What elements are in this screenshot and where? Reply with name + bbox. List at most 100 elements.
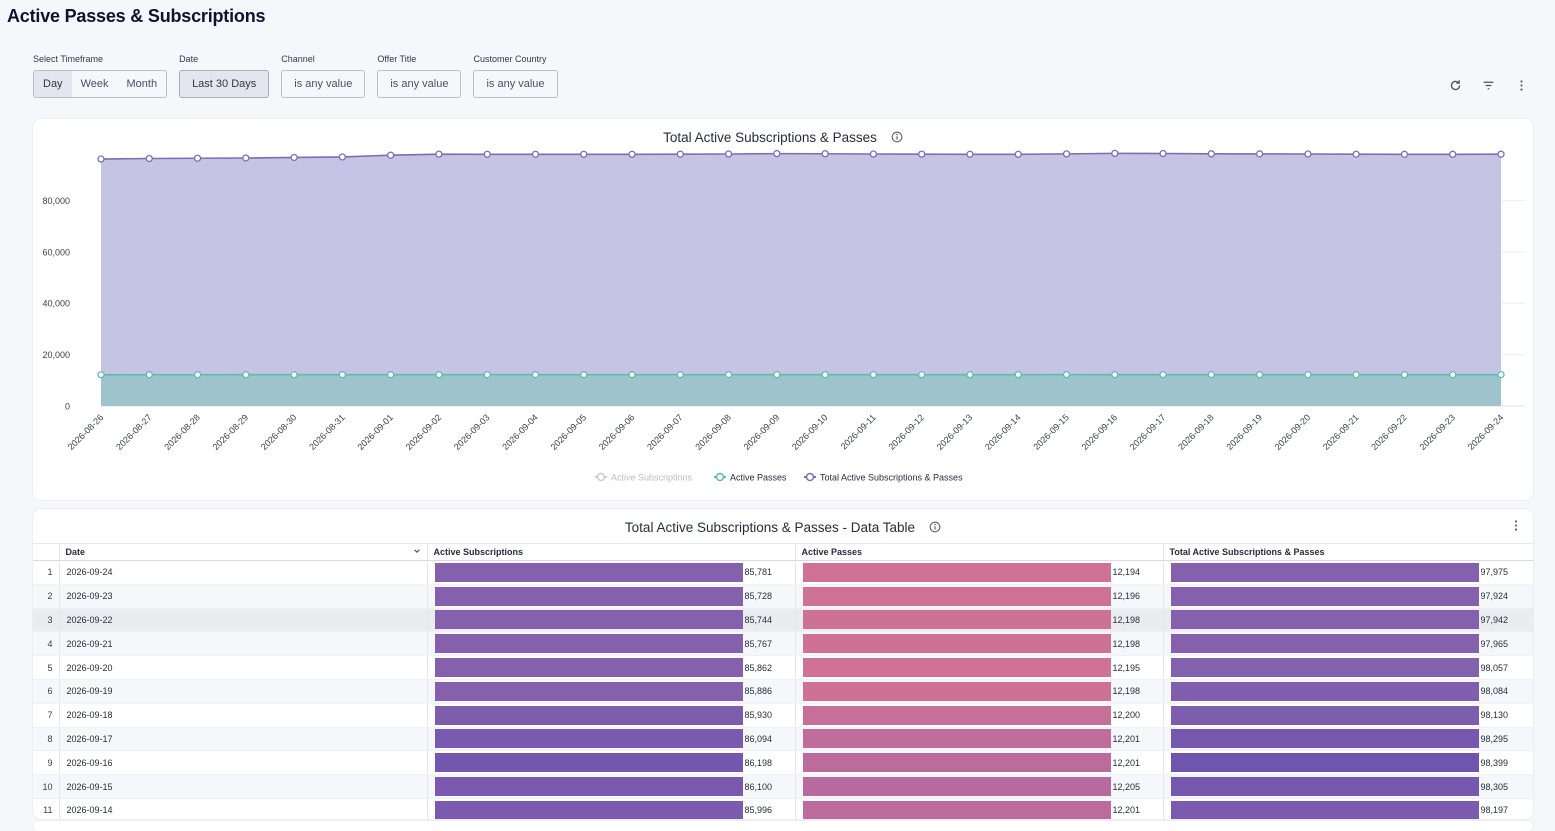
info-icon[interactable] <box>929 521 941 536</box>
passes-point[interactable] <box>1160 372 1166 378</box>
total-point[interactable] <box>484 151 490 157</box>
total-point[interactable] <box>532 151 538 157</box>
total-point[interactable] <box>677 151 683 157</box>
passes-point[interactable] <box>436 372 442 378</box>
passes-point[interactable] <box>774 372 780 378</box>
total-point[interactable] <box>629 151 635 157</box>
cell-value: 98,130 <box>1481 710 1509 720</box>
active-subscriptions-cell: 85,744 <box>427 608 795 632</box>
total-point[interactable] <box>243 155 249 161</box>
total-point[interactable] <box>339 154 345 160</box>
total-point[interactable] <box>146 156 152 162</box>
total-point[interactable] <box>726 151 732 157</box>
total-point[interactable] <box>1208 151 1214 157</box>
total-point[interactable] <box>1257 151 1263 157</box>
total-point[interactable] <box>870 151 876 157</box>
passes-point[interactable] <box>195 372 201 378</box>
passes-point[interactable] <box>919 372 925 378</box>
passes-point[interactable] <box>677 372 683 378</box>
passes-point[interactable] <box>1015 372 1021 378</box>
passes-point[interactable] <box>1450 372 1456 378</box>
timeframe-day-button[interactable]: Day <box>34 71 72 97</box>
total-point[interactable] <box>1112 150 1118 156</box>
more-vert-icon[interactable] <box>1511 519 1521 537</box>
cell-value: 85,744 <box>745 615 773 625</box>
passes-point[interactable] <box>484 372 490 378</box>
filter-bar: Select Timeframe Day Week Month Date Las… <box>33 54 558 98</box>
passes-point[interactable] <box>1498 372 1504 378</box>
legend-item-total[interactable]: Total Active Subscriptions & Passes <box>804 473 963 483</box>
passes-point[interactable] <box>967 372 973 378</box>
passes-point[interactable] <box>581 372 587 378</box>
passes-point[interactable] <box>1305 372 1311 378</box>
passes-point[interactable] <box>1401 372 1407 378</box>
total-point[interactable] <box>1160 150 1166 156</box>
total-point[interactable] <box>388 152 394 158</box>
active-passes-cell: 12,195 <box>795 656 1163 680</box>
passes-point[interactable] <box>388 372 394 378</box>
total-point[interactable] <box>774 151 780 157</box>
timeframe-week-button[interactable]: Week <box>72 71 118 97</box>
legend-item-active-passes[interactable]: Active Passes <box>714 473 787 483</box>
passes-point[interactable] <box>1208 372 1214 378</box>
legend-item-active-subscriptions[interactable]: Active Subscriptions <box>595 473 693 483</box>
total-cell: 98,399 <box>1163 751 1533 775</box>
passes-point[interactable] <box>1112 372 1118 378</box>
cell-value: 97,942 <box>1481 615 1509 625</box>
total-point[interactable] <box>98 156 104 162</box>
passes-point[interactable] <box>726 372 732 378</box>
total-point[interactable] <box>581 151 587 157</box>
date-filter-button[interactable]: Last 30 Days <box>179 70 269 98</box>
passes-point[interactable] <box>822 372 828 378</box>
total-point[interactable] <box>1064 151 1070 157</box>
channel-filter-button[interactable]: is any value <box>281 70 365 98</box>
passes-point[interactable] <box>629 372 635 378</box>
total-point[interactable] <box>822 151 828 157</box>
passes-point[interactable] <box>146 372 152 378</box>
total-column-header[interactable]: Total Active Subscriptions & Passes <box>1163 544 1533 561</box>
customer-country-filter-button[interactable]: is any value <box>473 70 557 98</box>
passes-point[interactable] <box>243 372 249 378</box>
filter-icon[interactable] <box>1479 76 1497 94</box>
data-bar <box>435 634 743 653</box>
total-point[interactable] <box>195 155 201 161</box>
date-column-header[interactable]: Date <box>59 544 427 561</box>
total-point[interactable] <box>291 154 297 160</box>
passes-point[interactable] <box>870 372 876 378</box>
total-point[interactable] <box>967 151 973 157</box>
chevron-down-icon[interactable] <box>413 547 421 557</box>
passes-point[interactable] <box>339 372 345 378</box>
total-point[interactable] <box>436 151 442 157</box>
total-point[interactable] <box>1305 151 1311 157</box>
total-point[interactable] <box>1353 151 1359 157</box>
more-vert-icon[interactable] <box>1512 76 1530 94</box>
passes-point[interactable] <box>532 372 538 378</box>
total-point[interactable] <box>1401 151 1407 157</box>
passes-point[interactable] <box>1353 372 1359 378</box>
table-title: Total Active Subscriptions & Passes - Da… <box>33 520 1533 536</box>
passes-point[interactable] <box>1064 372 1070 378</box>
offer-title-filter-button[interactable]: is any value <box>377 70 461 98</box>
passes-point[interactable] <box>98 372 104 378</box>
total-point[interactable] <box>919 151 925 157</box>
active-subscriptions-column-header[interactable]: Active Subscriptions <box>427 544 795 561</box>
total-point[interactable] <box>1498 151 1504 157</box>
total-point[interactable] <box>1450 151 1456 157</box>
refresh-icon[interactable] <box>1446 76 1464 94</box>
passes-point[interactable] <box>291 372 297 378</box>
passes-point[interactable] <box>1257 372 1263 378</box>
timeframe-month-button[interactable]: Month <box>117 71 166 97</box>
active-passes-column-header[interactable]: Active Passes <box>795 544 1163 561</box>
total-point[interactable] <box>1015 151 1021 157</box>
